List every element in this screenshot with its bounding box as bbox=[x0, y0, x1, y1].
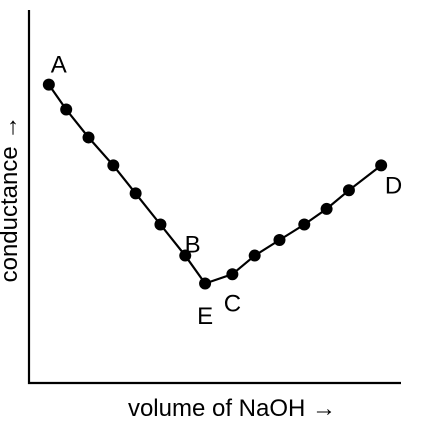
data-point bbox=[179, 249, 192, 262]
data-point bbox=[82, 131, 95, 144]
data-point bbox=[199, 277, 212, 290]
data-point bbox=[107, 159, 120, 172]
data-point bbox=[129, 187, 142, 200]
x-axis-label: volume of NaOH → bbox=[128, 395, 336, 422]
point-label-d: D bbox=[385, 173, 402, 200]
chart-axes bbox=[27, 10, 401, 385]
data-point bbox=[320, 202, 333, 215]
data-point bbox=[375, 159, 388, 172]
data-point bbox=[226, 268, 239, 281]
data-point bbox=[42, 78, 55, 91]
data-point bbox=[342, 184, 355, 197]
data-points bbox=[42, 78, 388, 290]
point-label-b: B bbox=[185, 232, 201, 259]
data-point bbox=[298, 218, 311, 231]
series-line bbox=[47, 83, 382, 285]
point-label-c: C bbox=[224, 291, 241, 318]
point-label-a: A bbox=[51, 51, 67, 78]
data-point bbox=[248, 249, 261, 262]
data-point bbox=[154, 218, 167, 231]
y-axis-label: conductance → bbox=[0, 116, 23, 283]
data-point bbox=[60, 103, 73, 116]
data-point bbox=[273, 234, 286, 247]
point-labels: A B E C D bbox=[51, 51, 402, 330]
point-label-e: E bbox=[197, 303, 213, 330]
